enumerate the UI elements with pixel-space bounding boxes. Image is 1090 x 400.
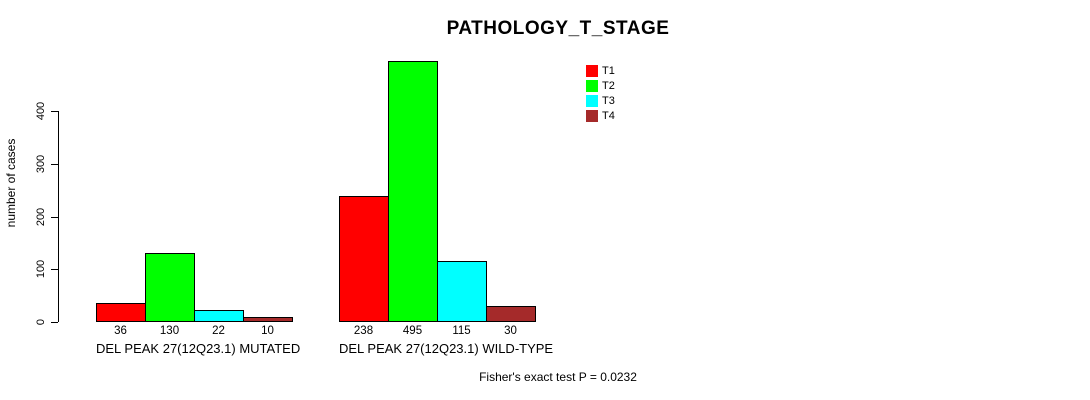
y-tick-mark: [51, 322, 58, 323]
legend-label: T3: [602, 95, 615, 108]
bar-t4-group1: [243, 317, 293, 322]
group-label: DEL PEAK 27(12Q23.1) WILD-TYPE: [339, 341, 554, 356]
legend: T1 T2 T3 T4: [586, 63, 615, 124]
y-tick-label: 100: [35, 260, 47, 279]
bar-t3-group1: [194, 310, 244, 322]
y-tick-mark: [51, 269, 58, 271]
bar-t1-group2: [339, 196, 389, 322]
y-tick-label: 400: [35, 101, 47, 121]
group-label: DEL PEAK 27(12Q23.1) MUTATED: [96, 341, 301, 356]
bar-value-label: 115: [452, 325, 471, 337]
y-tick-mark: [51, 163, 58, 165]
bar-t2-group2: [388, 61, 438, 322]
y-tick-label: 200: [35, 207, 47, 226]
bar-t2-group1: [145, 253, 195, 322]
legend-swatch-icon: [586, 79, 598, 92]
bar-t3-group2: [437, 261, 487, 322]
statistical-annotation: Fisher's exact test P = 0.0232: [479, 370, 637, 384]
chart-title: PATHOLOGY_T_STAGE: [446, 18, 670, 39]
y-tick-label: 300: [35, 154, 47, 173]
legend-label: T1: [602, 64, 615, 77]
legend-label: T4: [602, 110, 615, 123]
bar-value-label: 130: [159, 325, 180, 337]
bar-value-label: 36: [114, 325, 127, 337]
legend-item-t3: T3: [586, 94, 615, 109]
bar-value-label: 30: [504, 325, 517, 337]
bar-value-label: 10: [261, 325, 274, 337]
y-axis-line: [58, 111, 59, 322]
bar-value-label: 22: [212, 325, 225, 337]
y-axis-title: number of cases: [4, 138, 18, 228]
legend-label: T2: [602, 79, 615, 92]
bar-value-label: 238: [353, 325, 374, 337]
legend-item-t4: T4: [586, 109, 615, 124]
legend-item-t1: T1: [586, 63, 615, 78]
bar-t1-group1: [96, 303, 146, 322]
y-tick-mark: [51, 111, 58, 112]
y-tick-label: 0: [35, 318, 47, 326]
y-tick-mark: [51, 216, 58, 218]
legend-swatch-icon: [586, 110, 598, 123]
legend-swatch-icon: [586, 95, 598, 108]
legend-item-t2: T2: [586, 78, 615, 93]
bar-value-label: 495: [402, 325, 423, 337]
bar-t4-group2: [486, 306, 536, 322]
legend-swatch-icon: [586, 64, 598, 77]
